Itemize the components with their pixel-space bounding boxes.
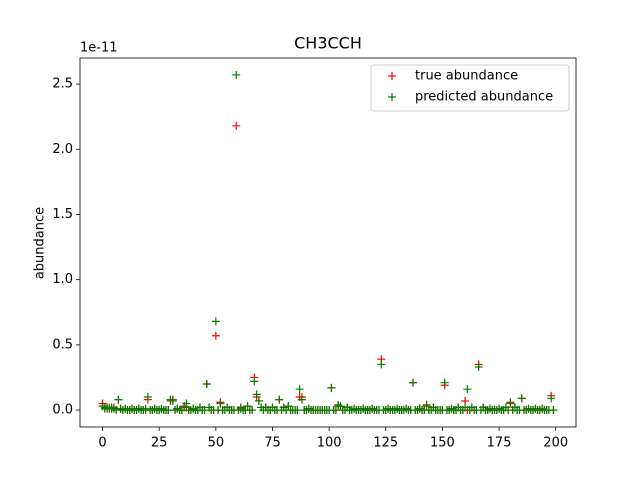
data-point [168,396,177,405]
data-point [252,390,261,399]
data-point [232,70,241,79]
data-point [474,363,483,372]
plot-frame [79,57,577,428]
y-tick-label: 0.5 [52,337,73,352]
data-point [250,377,259,386]
data-point [408,378,417,387]
legend-box [370,64,570,112]
legend: true abundance predicted abundance [370,64,570,112]
data-point [463,385,472,394]
legend-label: true abundance [415,69,518,84]
legend-label: predicted abundance [415,90,553,105]
y-tick-label: 1.5 [52,207,73,222]
data-point [295,385,304,394]
y-axis-label: abundance [33,207,48,279]
data-point [440,378,449,387]
data-point [141,404,150,413]
data-point [547,394,556,403]
data-point [248,406,257,415]
legend-marker [388,93,396,101]
chart-title: CH3CCH [294,34,362,53]
legend-marker [388,72,396,80]
data-point [275,395,284,404]
y-offset-label: 1e-11 [80,41,118,56]
x-tick-label: 75 [264,436,281,451]
data-point [232,121,241,130]
data-point [549,406,558,415]
x-tick-label: 50 [208,436,225,451]
x-tick-label: 175 [487,436,512,451]
data-point [200,406,209,415]
data-point [143,393,152,402]
data-point [327,383,336,392]
data-point [517,394,526,403]
x-tick-label: 200 [543,436,568,451]
data-point [164,406,173,415]
x-tick-label: 150 [430,436,455,451]
data-point [461,403,470,412]
data-point [202,379,211,388]
x-tick-label: 25 [151,436,168,451]
y-tick-label: 0.0 [52,403,73,418]
data-point [112,406,121,415]
data-point [216,399,225,408]
data-point [293,406,302,415]
data-point [422,400,431,409]
y-tick-label: 2.5 [52,77,73,92]
data-point [506,398,515,407]
data-point [254,396,263,405]
data-point [211,317,220,326]
x-tick-label: 125 [373,436,398,451]
data-point [377,360,386,369]
x-tick-label: 0 [98,436,106,451]
data-point [114,395,123,404]
data-point [331,406,340,415]
data-point [211,331,220,340]
y-tick-label: 1.0 [52,272,73,287]
data-point [297,395,306,404]
y-tick-label: 2.0 [52,142,73,157]
x-tick-label: 100 [317,436,342,451]
data-point [182,399,191,408]
